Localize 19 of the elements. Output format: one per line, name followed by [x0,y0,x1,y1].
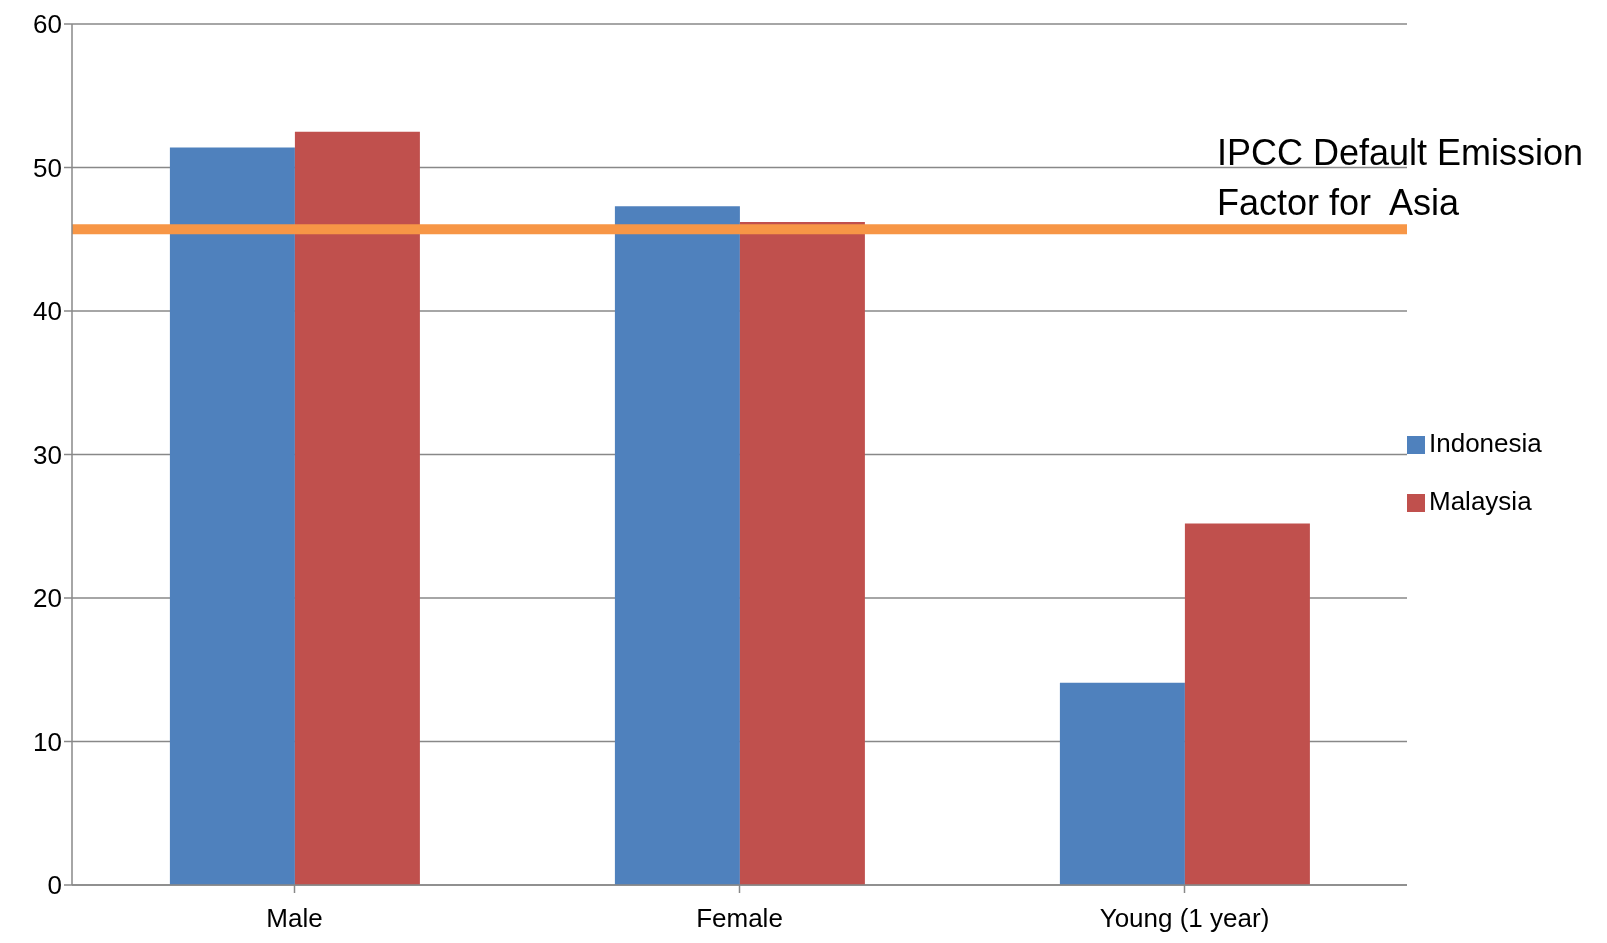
x-tick-label: Young (1 year) [1099,903,1270,934]
bar [739,222,865,885]
y-tick-label: 50 [33,152,62,183]
legend-label: Indonesia [1429,427,1542,458]
legend-label: Malaysia [1429,485,1532,516]
bar [1184,523,1310,885]
y-tick-label: 40 [33,296,62,327]
bar [169,147,295,885]
bar [1059,682,1185,885]
y-tick-label: 0 [47,870,62,901]
y-tick-label: 30 [33,439,62,470]
y-tick-label: 20 [33,583,62,614]
y-tick-label: 10 [33,726,62,757]
bar [614,206,740,885]
x-tick-label: Male [266,903,323,934]
y-tick-label: 60 [33,9,62,40]
bar [294,131,420,885]
ref-line-label: IPCC Default Emission Factor for Asia [1217,132,1584,224]
x-tick-label: Female [696,903,783,934]
